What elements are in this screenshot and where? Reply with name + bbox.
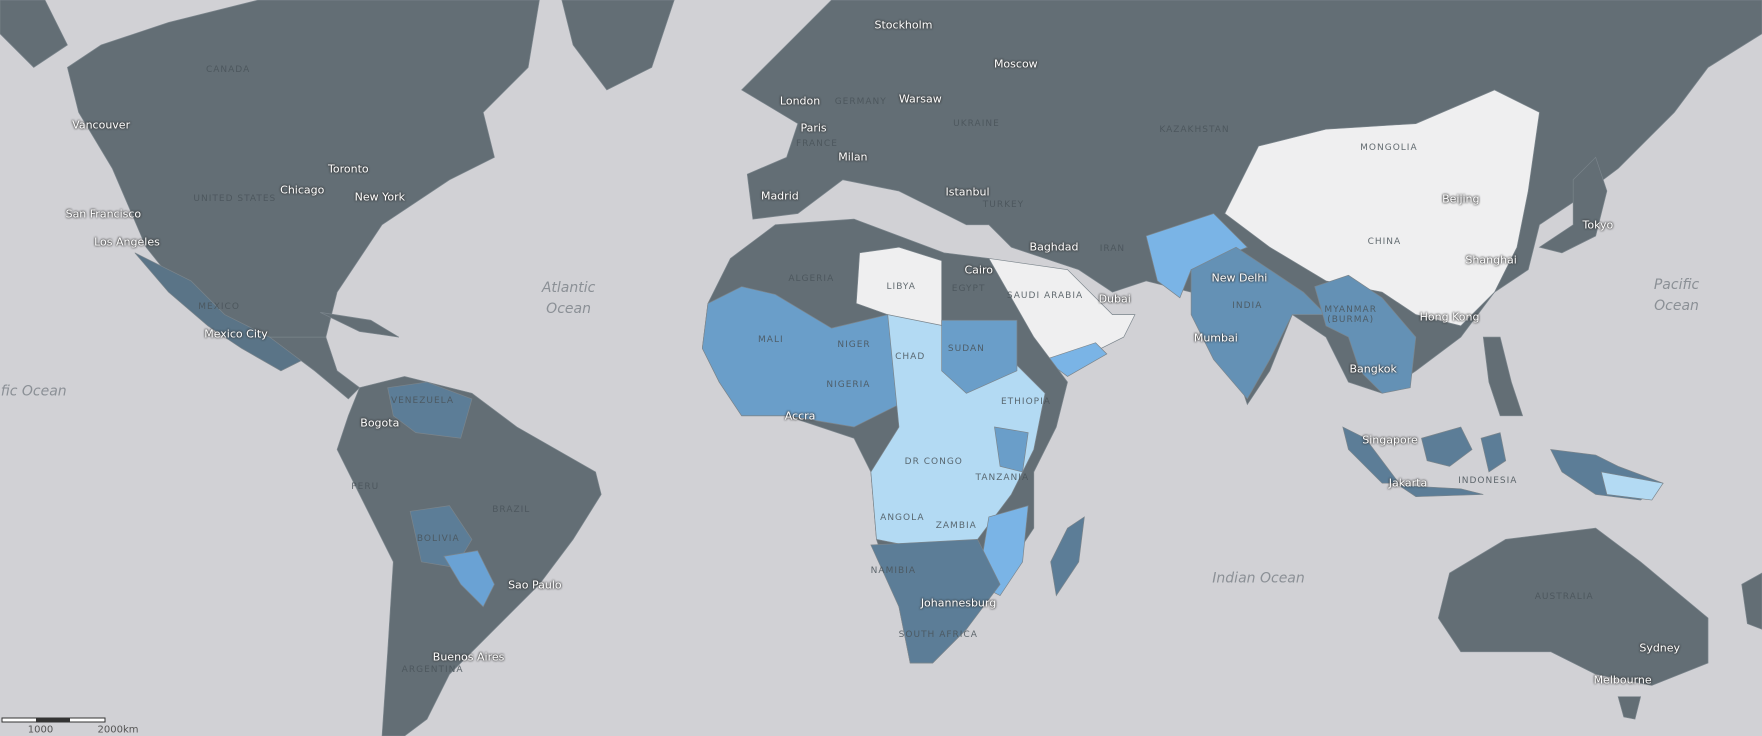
scale-bar <box>1 717 106 723</box>
north-america <box>67 0 540 361</box>
cuba <box>320 312 400 338</box>
venezuela <box>387 381 473 439</box>
greenland <box>561 0 675 91</box>
paraguay <box>443 550 495 608</box>
india <box>1190 246 1327 400</box>
sumatra <box>1342 426 1400 484</box>
alaska <box>0 0 68 68</box>
borneo <box>1421 426 1473 467</box>
mexico <box>134 252 305 372</box>
east-africa <box>994 426 1029 473</box>
scale-bar-segment <box>36 718 70 722</box>
philippines <box>1482 336 1524 417</box>
tasmania <box>1617 696 1642 720</box>
australia <box>1437 527 1709 686</box>
png <box>1600 471 1664 501</box>
china <box>1224 89 1540 327</box>
sulawesi <box>1480 432 1507 473</box>
japan <box>1538 156 1608 254</box>
west-africa <box>701 286 900 428</box>
sudan <box>941 319 1018 394</box>
java <box>1397 485 1484 498</box>
new-zealand <box>1741 572 1762 630</box>
madagascar <box>1050 516 1085 597</box>
southern-africa <box>870 539 1001 664</box>
southeast-asia <box>1314 274 1417 394</box>
yemen <box>1044 342 1108 377</box>
